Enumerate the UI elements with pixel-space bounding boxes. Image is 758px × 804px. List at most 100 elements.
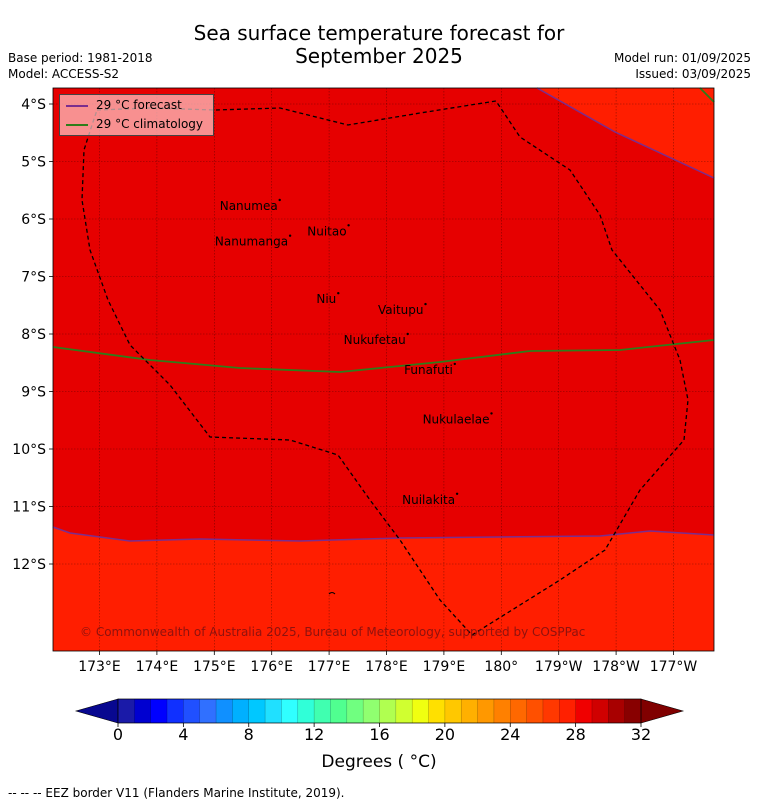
issued-label: Issued: 03/09/2025	[635, 67, 751, 81]
climatology-contour-corner	[699, 87, 715, 103]
map-legend: 29 °C forecast 29 °C climatology	[59, 94, 214, 136]
legend-entry-climatology: 29 °C climatology	[66, 116, 203, 132]
lon-tick-label: 177°W	[650, 659, 698, 675]
lon-tick-label: 179°E	[423, 659, 466, 675]
colorbar-segment	[510, 699, 527, 723]
colorbar-segment	[265, 699, 282, 723]
colorbar-segment	[118, 699, 135, 723]
colorbar-tick-label: 0	[113, 725, 123, 744]
colorbar-segment	[314, 699, 331, 723]
lon-tick-label: 173°E	[78, 659, 121, 675]
colorbar-segment	[363, 699, 380, 723]
lon-tick-label: 179°W	[535, 659, 583, 675]
colorbar-tick-label: 8	[244, 725, 254, 744]
footnote: -- -- -- EEZ border V11 (Flanders Marine…	[8, 786, 345, 800]
lon-tick-label: 178°E	[365, 659, 408, 675]
colorbar-segment	[542, 699, 560, 723]
colorbar-segment	[216, 699, 233, 723]
reef-marker	[328, 592, 336, 595]
colorbar-segment	[461, 699, 478, 723]
lat-tick-label: 12°S	[12, 557, 46, 573]
lat-tick-label: 5°S	[21, 155, 46, 171]
colorbar-segment	[281, 699, 299, 723]
colorbar-tick-label: 24	[500, 725, 520, 744]
colorbar-segment	[183, 699, 201, 723]
lon-tick-label: 174°E	[136, 659, 179, 675]
title-line-2: September 2025	[295, 44, 463, 68]
colorbar-under-arrow	[74, 698, 119, 724]
colorbar-segment	[559, 699, 577, 723]
climatology-contour	[52, 339, 715, 373]
chart-title: Sea surface temperature forecast for Sep…	[0, 22, 758, 68]
island-label: Nukufetau	[344, 333, 406, 347]
colorbar-segment	[477, 699, 495, 723]
island-label: Nanumea	[220, 199, 278, 213]
island-marker	[347, 224, 350, 227]
lon-tick-label: 180°	[484, 659, 518, 675]
island-marker	[490, 412, 493, 415]
lon-tick-label: 176°E	[250, 659, 293, 675]
forecast-contour-south	[52, 526, 715, 542]
island-marker	[406, 332, 409, 336]
colorbar-segment	[167, 699, 184, 723]
colorbar-segment	[591, 699, 609, 723]
legend-entry-forecast: 29 °C forecast	[66, 97, 182, 113]
legend-forecast-label: 29 °C forecast	[96, 98, 182, 112]
colorbar-segment	[608, 699, 626, 723]
colorbar-tick-label: 20	[435, 725, 455, 744]
lon-tick-label: 178°W	[592, 659, 640, 675]
base-period-label: Base period: 1981-2018	[8, 51, 153, 65]
copyright-text: © Commonwealth of Australia 2025, Bureau…	[80, 625, 585, 639]
lat-tick-label: 8°S	[21, 327, 46, 343]
colorbar-segment	[379, 699, 397, 723]
colorbar-segment	[330, 699, 348, 723]
colorbar-segment	[526, 699, 544, 723]
island-label: Funafuti	[404, 363, 453, 377]
island-marker	[288, 234, 292, 237]
colorbar-segment	[444, 699, 462, 723]
colorbar-title: Degrees ( °C)	[321, 752, 437, 772]
legend-climatology-label: 29 °C climatology	[96, 117, 204, 131]
colorbar-segment	[493, 699, 511, 723]
island-label: Nuitao	[307, 224, 346, 238]
colorbar-segment	[248, 699, 266, 723]
colorbar-segment	[150, 699, 168, 723]
lat-tick-label: 9°S	[21, 385, 46, 401]
legend-climatology-swatch	[66, 123, 88, 126]
title-line-1: Sea surface temperature forecast for	[193, 21, 565, 45]
sst-warm-region	[53, 88, 714, 541]
lat-tick-label: 6°S	[21, 212, 46, 228]
map-frame	[52, 87, 715, 652]
forecast-contour-north	[536, 87, 715, 179]
island-marker	[453, 362, 456, 366]
island-label: Nanumanga	[215, 235, 288, 249]
model-run-label: Model run: 01/09/2025	[613, 51, 751, 65]
lat-tick-label: 7°S	[21, 270, 46, 286]
island-marker	[278, 198, 281, 202]
lon-tick-label: 175°E	[193, 659, 236, 675]
island-marker	[424, 302, 427, 306]
colorbar: 0 4 8 12 16 20 24 28 32	[74, 698, 685, 744]
colorbar-segment	[395, 699, 413, 723]
colorbar-segment	[134, 699, 152, 723]
island-label: Nukulaelae	[423, 412, 490, 426]
colorbar-over-arrow	[640, 698, 685, 724]
colorbar-segment	[199, 699, 217, 723]
island-label: Nuilakita	[402, 493, 455, 507]
lat-tick-label: 10°S	[12, 442, 46, 458]
island-label: Vaitupu	[378, 303, 424, 317]
colorbar-tick-label: 28	[565, 725, 585, 744]
colorbar-segment	[575, 699, 593, 723]
colorbar-segment	[412, 699, 429, 723]
sst-cool-corner	[686, 88, 714, 100]
colorbar-tick-label: 16	[369, 725, 389, 744]
colorbar-tick-label: 4	[178, 725, 188, 744]
colorbar-segment	[232, 699, 250, 723]
map-area: Nanumea Nuitao Nanumanga Niu Vaitupu Nukufeta…	[12, 87, 715, 675]
lon-tick-label: 177°E	[308, 659, 351, 675]
colorbar-segment	[624, 699, 642, 723]
island-marker	[455, 492, 459, 495]
colorbar-segment	[346, 699, 364, 723]
model-label: Model: ACCESS-S2	[8, 67, 120, 81]
